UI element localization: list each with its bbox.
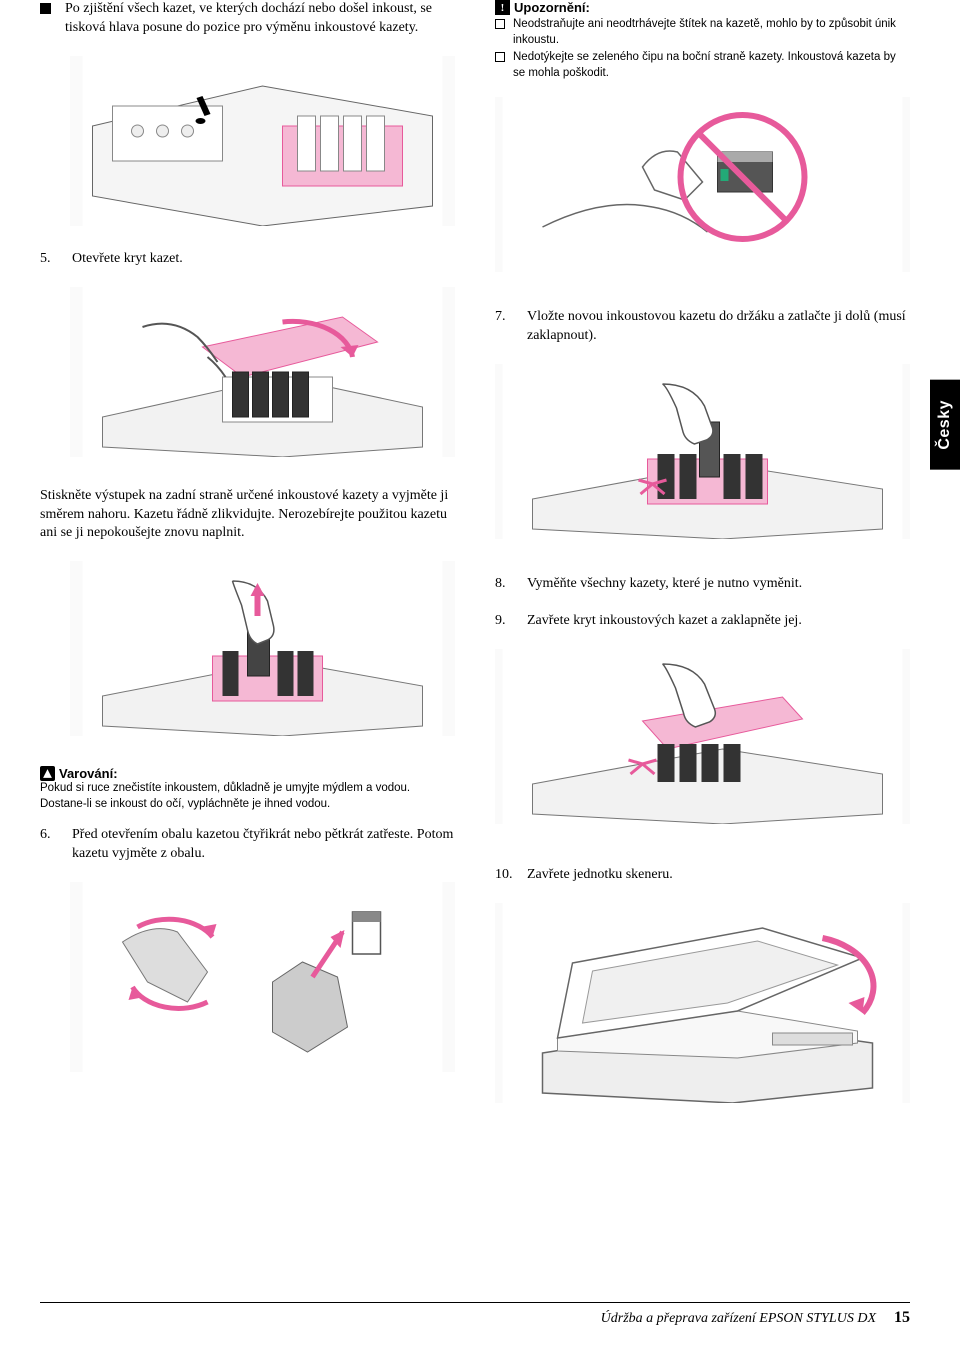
step-9: 9. Zavřete kryt inkoustových kazet a zak… xyxy=(495,612,910,631)
figure-open-cover xyxy=(70,287,455,457)
square-bullet-icon xyxy=(40,3,51,14)
footer-title: Údržba a přeprava zařízení EPSON STYLUS … xyxy=(601,1311,876,1327)
step-6-number: 6. xyxy=(40,826,62,864)
page-footer: Údržba a přeprava zařízení EPSON STYLUS … xyxy=(40,1302,910,1327)
figure-prohibit-touch xyxy=(495,97,910,272)
caution-item-1: Neodstraňujte ani neodtrhávejte štítek n… xyxy=(495,17,910,48)
step-9-text: Zavřete kryt inkoustových kazet a zaklap… xyxy=(527,612,910,631)
figure-shake-package xyxy=(70,882,455,1072)
step-7: 7. Vložte novou inkoustovou kazetu do dr… xyxy=(495,308,910,346)
warning-icon xyxy=(40,766,55,781)
step-8-text: Vyměňte všechny kazety, které je nutno v… xyxy=(527,575,910,594)
caution-callout: ! Upozornění: Neodstraňujte ani neodtrhá… xyxy=(495,0,910,81)
caution-item-1-text: Neodstraňujte ani neodtrhávejte štítek n… xyxy=(513,17,910,48)
step-10-text: Zavřete jednotku skeneru. xyxy=(527,866,910,885)
step-5-number: 5. xyxy=(40,250,62,269)
step-7-number: 7. xyxy=(495,308,517,346)
step-10-number: 10. xyxy=(495,866,517,885)
caution-item-2: Nedotýkejte se zeleného čipu na boční st… xyxy=(495,50,910,81)
step-5-text: Otevřete kryt kazet. xyxy=(72,250,455,269)
warning-title: Varování: xyxy=(59,766,118,781)
step-6-text: Před otevřením obalu kazetou čtyřikrát n… xyxy=(72,826,455,864)
footer-page-number: 15 xyxy=(894,1309,910,1327)
step-7-text: Vložte novou inkoustovou kazetu do držák… xyxy=(527,308,910,346)
square-outline-icon xyxy=(495,19,505,29)
figure-remove-cartridge xyxy=(70,561,455,736)
step-8-number: 8. xyxy=(495,575,517,594)
remove-paragraph: Stiskněte výstupek na zadní straně určen… xyxy=(40,487,455,544)
step-10: 10. Zavřete jednotku skeneru. xyxy=(495,866,910,885)
square-outline-icon xyxy=(495,52,505,62)
intro-text: Po zjištění všech kazet, ve kterých doch… xyxy=(65,0,455,38)
caution-icon: ! xyxy=(495,0,510,15)
step-8: 8. Vyměňte všechny kazety, které je nutn… xyxy=(495,575,910,594)
figure-close-scanner xyxy=(495,903,910,1103)
intro-bullet: Po zjištění všech kazet, ve kterých doch… xyxy=(40,0,455,38)
step-6: 6. Před otevřením obalu kazetou čtyřikrá… xyxy=(40,826,455,864)
step-9-number: 9. xyxy=(495,612,517,631)
language-tab: Česky xyxy=(930,380,960,470)
figure-printhead-move xyxy=(70,56,455,226)
step-5: 5. Otevřete kryt kazet. xyxy=(40,250,455,269)
warning-callout: Varování: Pokud si ruce znečistíte inkou… xyxy=(40,766,455,812)
caution-item-2-text: Nedotýkejte se zeleného čipu na boční st… xyxy=(513,50,910,81)
warning-body: Pokud si ruce znečistíte inkoustem, důkl… xyxy=(40,781,455,812)
caution-title: Upozornění: xyxy=(514,0,590,15)
figure-insert-cartridge xyxy=(495,364,910,539)
figure-close-cover xyxy=(495,649,910,824)
